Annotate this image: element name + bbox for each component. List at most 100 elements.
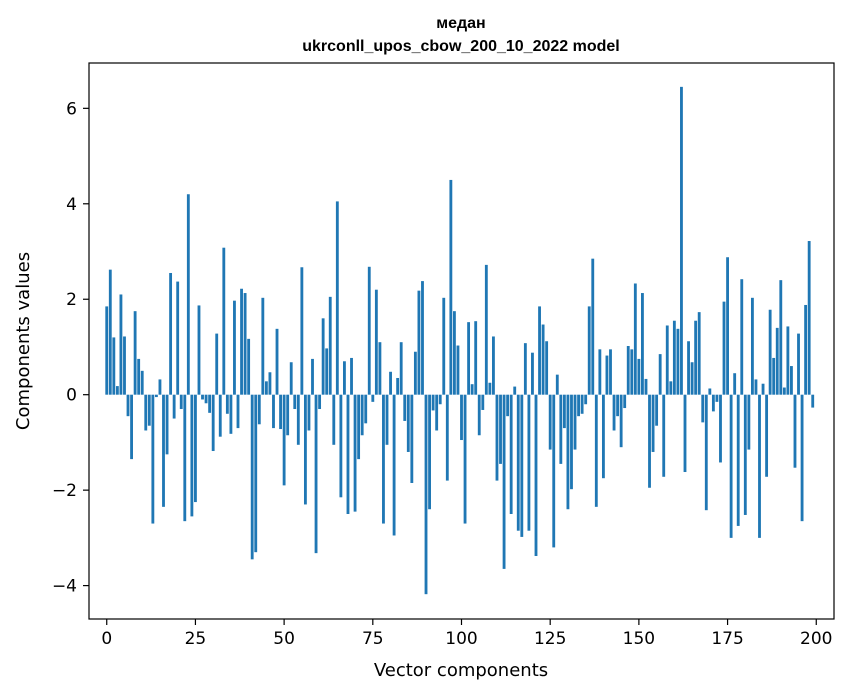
bar	[456, 345, 460, 395]
bar	[715, 394, 719, 402]
bar	[279, 394, 282, 430]
bar	[658, 354, 662, 395]
bar	[424, 394, 428, 595]
bar	[371, 394, 375, 402]
bar	[300, 267, 304, 395]
bar	[513, 386, 517, 395]
bar	[481, 394, 485, 410]
bar	[119, 294, 123, 395]
y-tick-label: 4	[66, 195, 77, 215]
bar	[442, 297, 446, 395]
bar	[201, 394, 204, 400]
bar	[435, 394, 439, 431]
bar	[335, 201, 339, 395]
bar	[204, 394, 208, 404]
bar	[474, 321, 478, 395]
bar	[215, 333, 219, 395]
bar	[697, 312, 701, 395]
bar	[591, 258, 595, 395]
bar	[360, 394, 364, 436]
bar	[680, 86, 683, 395]
bar	[218, 394, 222, 437]
bar	[389, 371, 392, 395]
bar	[289, 362, 293, 395]
bar	[665, 325, 669, 395]
bar	[339, 394, 343, 498]
y-tick-label: 2	[66, 290, 77, 310]
bar	[186, 194, 190, 395]
bar	[726, 257, 729, 395]
bar	[740, 279, 744, 395]
bar	[225, 394, 229, 414]
bar	[343, 361, 346, 395]
bar	[594, 394, 598, 507]
bar	[470, 384, 474, 395]
bar	[421, 281, 424, 395]
bar	[541, 324, 545, 395]
bar	[545, 341, 549, 395]
bar	[772, 357, 776, 395]
bar	[254, 394, 258, 553]
bar	[147, 394, 151, 426]
bar	[534, 394, 538, 556]
bar	[431, 394, 435, 411]
bar	[236, 394, 240, 429]
bar	[406, 394, 410, 452]
bar	[736, 394, 740, 526]
x-tick-label: 100	[445, 629, 477, 649]
bar	[605, 355, 609, 395]
bar	[378, 342, 382, 395]
bar	[616, 394, 620, 417]
bar	[477, 394, 481, 436]
bar	[609, 349, 612, 395]
y-axis-label: Components values	[13, 252, 34, 430]
bar	[793, 394, 797, 468]
bar	[811, 394, 815, 408]
bar	[538, 306, 541, 395]
bar	[275, 328, 279, 395]
bar	[768, 309, 772, 395]
bar	[179, 394, 183, 410]
bar	[775, 327, 779, 395]
bar	[452, 311, 456, 395]
bar	[350, 357, 353, 395]
bar	[325, 348, 329, 395]
bar	[672, 320, 676, 395]
bar	[779, 280, 783, 395]
bar	[488, 382, 492, 395]
bar	[293, 394, 297, 410]
bar	[403, 394, 407, 421]
bar	[495, 394, 499, 481]
x-tick-label: 150	[623, 629, 655, 649]
bar	[754, 379, 758, 395]
x-tick-label: 75	[362, 629, 384, 649]
bar	[555, 374, 559, 395]
bar	[499, 394, 502, 464]
bar	[261, 297, 265, 395]
bar	[786, 326, 790, 395]
bar	[467, 322, 471, 395]
bar	[623, 394, 627, 409]
bar	[140, 370, 144, 395]
bar	[123, 336, 126, 395]
bar	[765, 394, 769, 477]
bar	[637, 358, 641, 395]
bar	[506, 394, 510, 417]
bar	[601, 394, 605, 479]
bar	[509, 394, 513, 514]
bar	[438, 394, 442, 405]
bar	[133, 311, 137, 395]
bar	[211, 394, 215, 452]
bar	[108, 269, 112, 395]
bar	[782, 387, 786, 395]
bar	[374, 289, 378, 395]
bar	[747, 394, 751, 450]
bar	[704, 394, 708, 511]
bar	[758, 394, 761, 538]
bar	[492, 336, 495, 395]
bar	[460, 394, 463, 441]
bar	[282, 394, 286, 486]
bar	[311, 358, 314, 395]
bar	[570, 394, 573, 490]
